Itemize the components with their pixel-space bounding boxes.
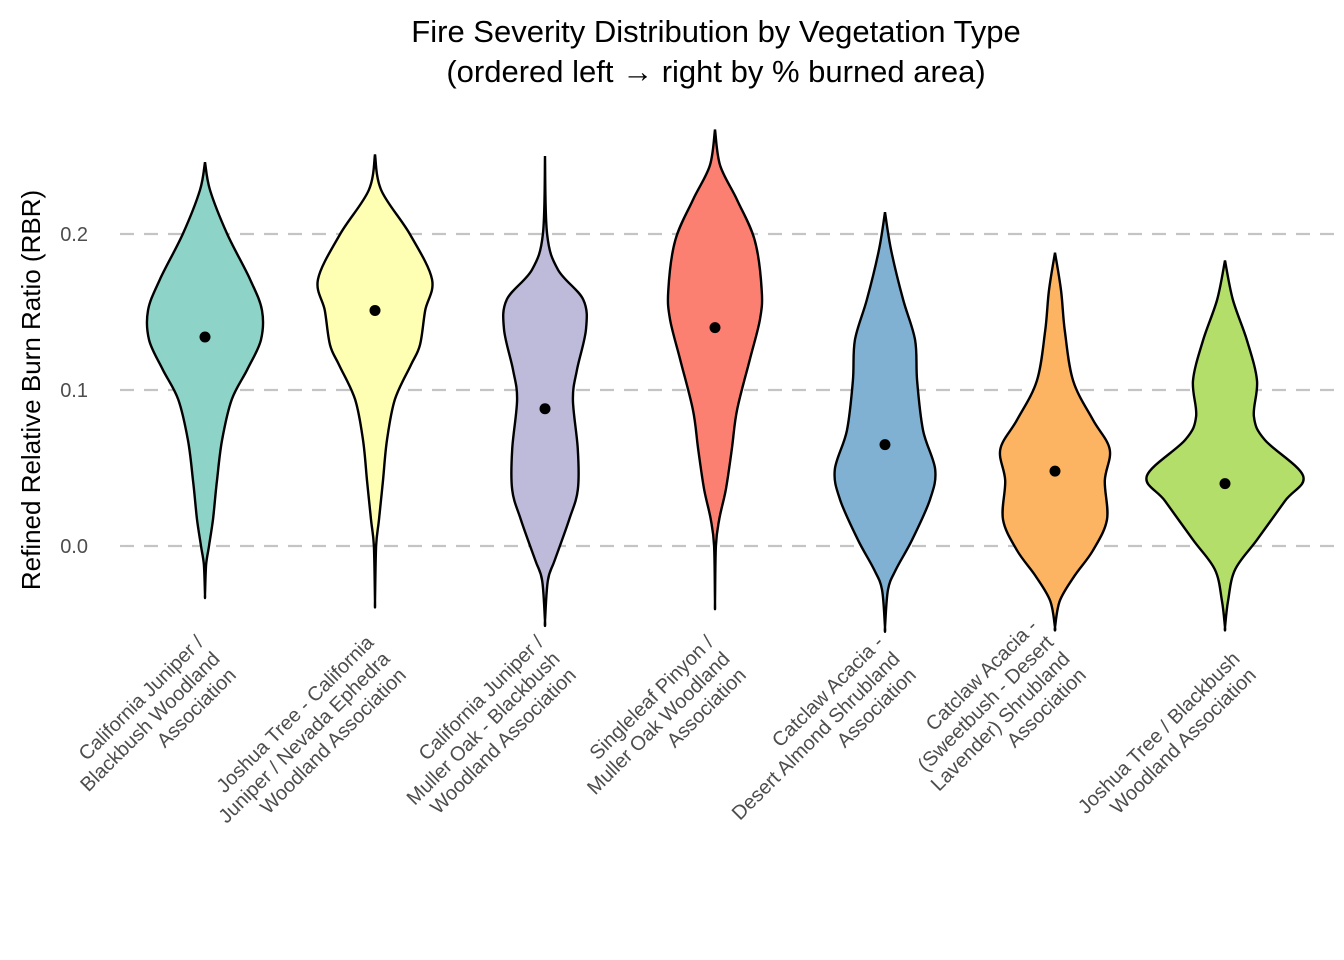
violin-shape (998, 252, 1112, 632)
chart-title: Fire Severity Distribution by Vegetation… (411, 14, 1020, 49)
x-category-label: Singleleaf Pinyon /Muller Oak WoodlandAs… (583, 631, 751, 799)
x-category-label: Catclaw Acacia -(Sweetbush - DesertLaven… (914, 615, 1091, 795)
y-tick-label: 0.0 (60, 536, 88, 558)
y-tick-label: 0.2 (60, 224, 88, 246)
y-axis-title: Refined Relative Burn Ratio (RBR) (16, 190, 46, 590)
median-point (369, 304, 381, 316)
x-category-label-line: Juniper / Nevada Ephedra (215, 647, 395, 827)
violin-shape (145, 161, 265, 600)
x-category-label-line: Joshua Tree / Blackbush (1074, 648, 1244, 818)
x-category-label: Catclaw Acacia -Desert Almond ShrublandA… (728, 632, 921, 825)
violin-group (666, 129, 764, 611)
violin-shape (833, 212, 937, 634)
median-point (539, 403, 551, 415)
violin-group (316, 154, 434, 609)
median-point (1219, 478, 1231, 490)
x-category-label-line: Blackbush Woodland (76, 648, 224, 796)
violin-shape (666, 129, 764, 611)
x-category-label-line: Desert Almond Shrubland (728, 648, 905, 825)
violin-shape (501, 155, 589, 628)
x-category-label: California Juniper /Blackbush WoodlandAs… (75, 631, 241, 796)
median-point (199, 331, 211, 343)
violin-shape (1145, 260, 1305, 632)
violin-group (501, 155, 589, 628)
chart-subtitle: (ordered left → right by % burned area) (446, 54, 985, 89)
y-axis-ticks: 0.0 0.1 0.2 (60, 224, 88, 558)
median-point (1049, 465, 1061, 477)
violin-group (833, 212, 937, 634)
violin-group (1145, 260, 1305, 632)
x-axis-category-labels: California Juniper /Blackbush WoodlandAs… (75, 615, 1261, 828)
violin-shape (316, 154, 434, 609)
x-category-label-line: Muller Oak Woodland (583, 648, 734, 799)
violin-group (145, 161, 265, 600)
median-point (879, 439, 891, 451)
x-category-label-line: Woodland Association (1106, 664, 1260, 818)
x-category-label-line: Muller Oak - Blackbush (403, 648, 565, 810)
median-point (709, 322, 721, 334)
violins (145, 129, 1305, 634)
y-tick-label: 0.1 (60, 380, 88, 402)
violin-group (998, 252, 1112, 632)
x-category-label: California Juniper /Muller Oak - Blackbu… (403, 631, 581, 818)
